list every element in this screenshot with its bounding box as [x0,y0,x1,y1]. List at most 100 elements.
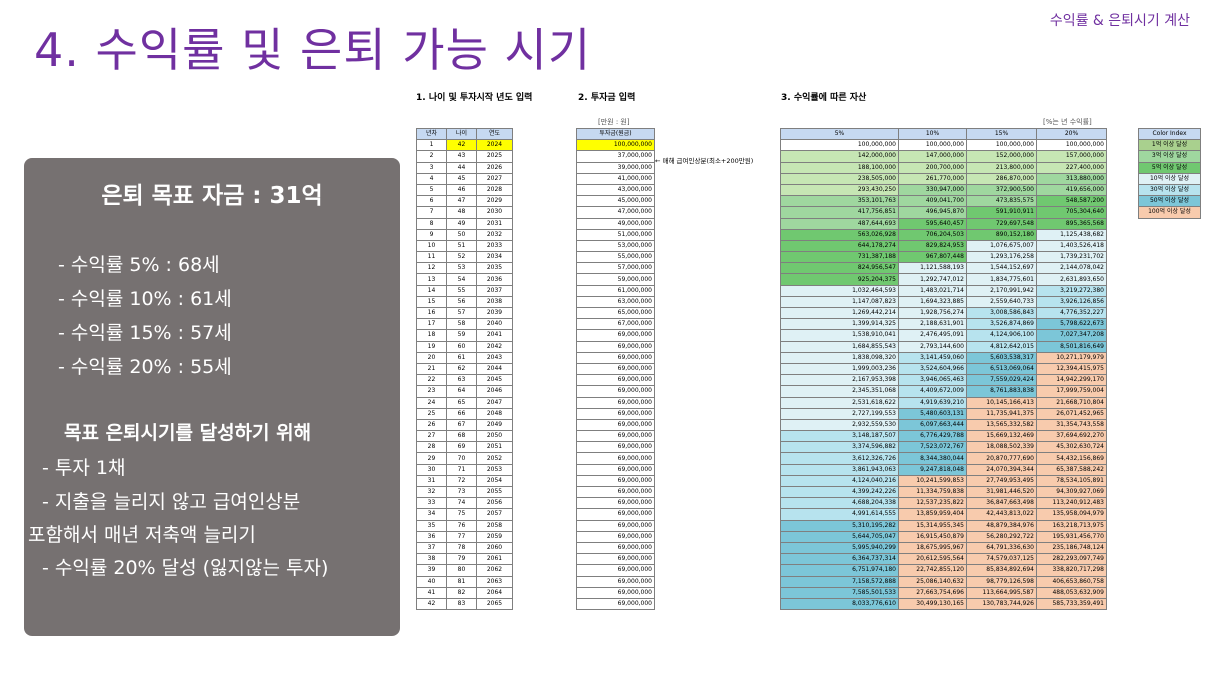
age-cell: 80 [446,564,477,577]
asset-cell: 213,800,000 [966,161,1037,174]
year-index-cell: 17 [416,318,447,331]
table-row: 69,000,000 [576,485,655,499]
table-row: 487,644,693 595,640,457 729,697,548 895,365… [780,217,1107,230]
age-cell: 67 [446,418,477,432]
principal-cell: 47,000,000 [576,206,655,219]
asset-cell: 4,409,672,009 [898,385,967,398]
asset-cell: 1,076,675,007 [966,239,1037,253]
principal-cell: 39,000,000 [576,161,655,174]
asset-cell: 417,756,851 [780,206,899,219]
year-index-cell: 41 [416,586,447,599]
table-row: 5 46 2028 [416,183,513,197]
asset-cell: 2,559,640,733 [966,295,1037,309]
age-cell: 47 [446,195,477,208]
year-cell: 2024 [476,139,513,152]
principal-cell: 69,000,000 [576,385,655,398]
rate-line: - 수익률 20% : 55세 [58,356,232,378]
asset-cell: 3,219,272,380 [1036,284,1107,297]
table-row: 1,032,464,593 1,483,021,714 2,170,991,942 3… [780,284,1107,297]
asset-cell: 293,430,250 [780,183,899,197]
asset-cell: 644,178,274 [780,239,899,253]
table-row: 7,158,572,888 25,086,140,632 98,779,126,59… [780,575,1107,588]
principal-cell: 69,000,000 [576,497,655,510]
asset-cell: 1,544,152,697 [966,262,1037,275]
year-index-cell: 40 [416,575,447,588]
table-row: 41 82 2064 [416,586,513,599]
table-row: 10 51 2033 [416,239,513,253]
table-row: 100억 이상 달성 [1138,206,1201,219]
summary-panel: 은퇴 목표 자금 : 31억 - 수익률 5% : 68세 - 수익률 10% … [24,158,400,636]
asset-cell: 313,880,000 [1036,172,1107,185]
retirement-goal-heading: 은퇴 목표 자금 : 31억 [101,183,323,209]
principal-cell: 69,000,000 [576,351,655,364]
asset-cell: 8,033,776,610 [780,597,899,611]
table-row: 4,124,040,216 10,241,599,853 27,749,953,49… [780,474,1107,488]
principal-cell: 69,000,000 [576,586,655,599]
asset-cell: 419,656,000 [1036,183,1107,197]
table-row: 25 66 2048 [416,407,513,420]
year-index-cell: 11 [416,251,447,264]
table-row: 69,000,000 [576,374,655,387]
year-cell: 2047 [476,396,513,409]
color-index-item: 3억 이상 달성 [1138,150,1201,163]
age-cell: 51 [446,239,477,253]
age-cell: 54 [446,273,477,286]
asset-cell: 45,302,630,724 [1036,441,1107,454]
table-row: 3,861,943,063 9,247,818,048 24,070,394,344… [780,463,1107,476]
asset-cell: 1,121,588,193 [898,262,967,275]
table-row: 1,838,098,320 3,141,459,060 5,603,538,317 1… [780,351,1107,364]
asset-cell: 100,000,000 [1036,139,1107,152]
year-index-cell: 33 [416,497,447,510]
table-row: 50억 이상 달성 [1138,195,1201,208]
table-row: 1억 이상 달성 [1138,139,1201,152]
year-index-cell: 1 [416,139,447,152]
asset-cell: 705,304,640 [1036,206,1107,219]
asset-cell: 925,204,375 [780,273,899,286]
table-row: 644,178,274 829,824,953 1,076,675,007 1,403… [780,239,1107,253]
table-row: 69,000,000 [576,351,655,364]
asset-cell: 18,088,502,339 [966,441,1037,454]
table-row: 2,932,559,530 6,097,663,444 13,565,332,582… [780,418,1107,432]
asset-cell: 188,100,000 [780,161,899,174]
table-row: 59,000,000 [576,273,655,286]
age-cell: 66 [446,407,477,420]
table-row: 15 56 2038 [416,295,513,309]
asset-cell: 227,400,000 [1036,161,1107,174]
year-cell: 2061 [476,553,513,566]
principal-cell: 37,000,000 [576,150,655,163]
asset-cell: 11,334,759,838 [898,485,967,499]
year-index-cell: 13 [416,273,447,286]
color-index-title: Color Index [1138,127,1201,141]
table-row: 1,538,910,041 2,476,495,091 4,124,906,100 7… [780,329,1107,342]
age-cell: 68 [446,430,477,443]
asset-cell: 372,900,500 [966,183,1037,197]
year-cell: 2055 [476,485,513,499]
table-row: 6,364,737,314 20,612,595,564 74,579,037,12… [780,553,1107,566]
age-cell: 62 [446,362,477,376]
year-cell: 2028 [476,183,513,197]
table-row: 31 72 2054 [416,474,513,488]
table-row: 4,688,204,338 12,537,235,822 36,847,663,49… [780,497,1107,510]
table-row: 38 79 2061 [416,553,513,566]
table-row: 28 69 2051 [416,441,513,454]
color-index-table: Color Index 1억 이상 달성 3억 이상 달성 5억 이상 달성 10억 … [1138,127,1201,219]
asset-cell: 406,653,860,758 [1036,575,1107,588]
year-index-cell: 29 [416,452,447,465]
asset-cell: 17,999,759,004 [1036,385,1107,398]
asset-cell: 261,770,000 [898,172,967,185]
asset-cell: 1,684,855,543 [780,340,899,353]
asset-cell: 13,565,332,582 [966,418,1037,432]
asset-cell: 563,026,928 [780,228,899,241]
age-cell: 61 [446,351,477,364]
age-cell: 81 [446,575,477,588]
year-index-cell: 24 [416,396,447,409]
asset-cell: 12,537,235,822 [898,497,967,510]
age-cell: 78 [446,541,477,555]
year-index-cell: 23 [416,385,447,398]
table-row: 43,000,000 [576,183,655,197]
table-row: 63,000,000 [576,295,655,309]
asset-cell: 591,910,911 [966,206,1037,219]
age-cell: 77 [446,530,477,543]
year-cell: 2058 [476,519,513,532]
table-row: 27 68 2050 [416,430,513,443]
